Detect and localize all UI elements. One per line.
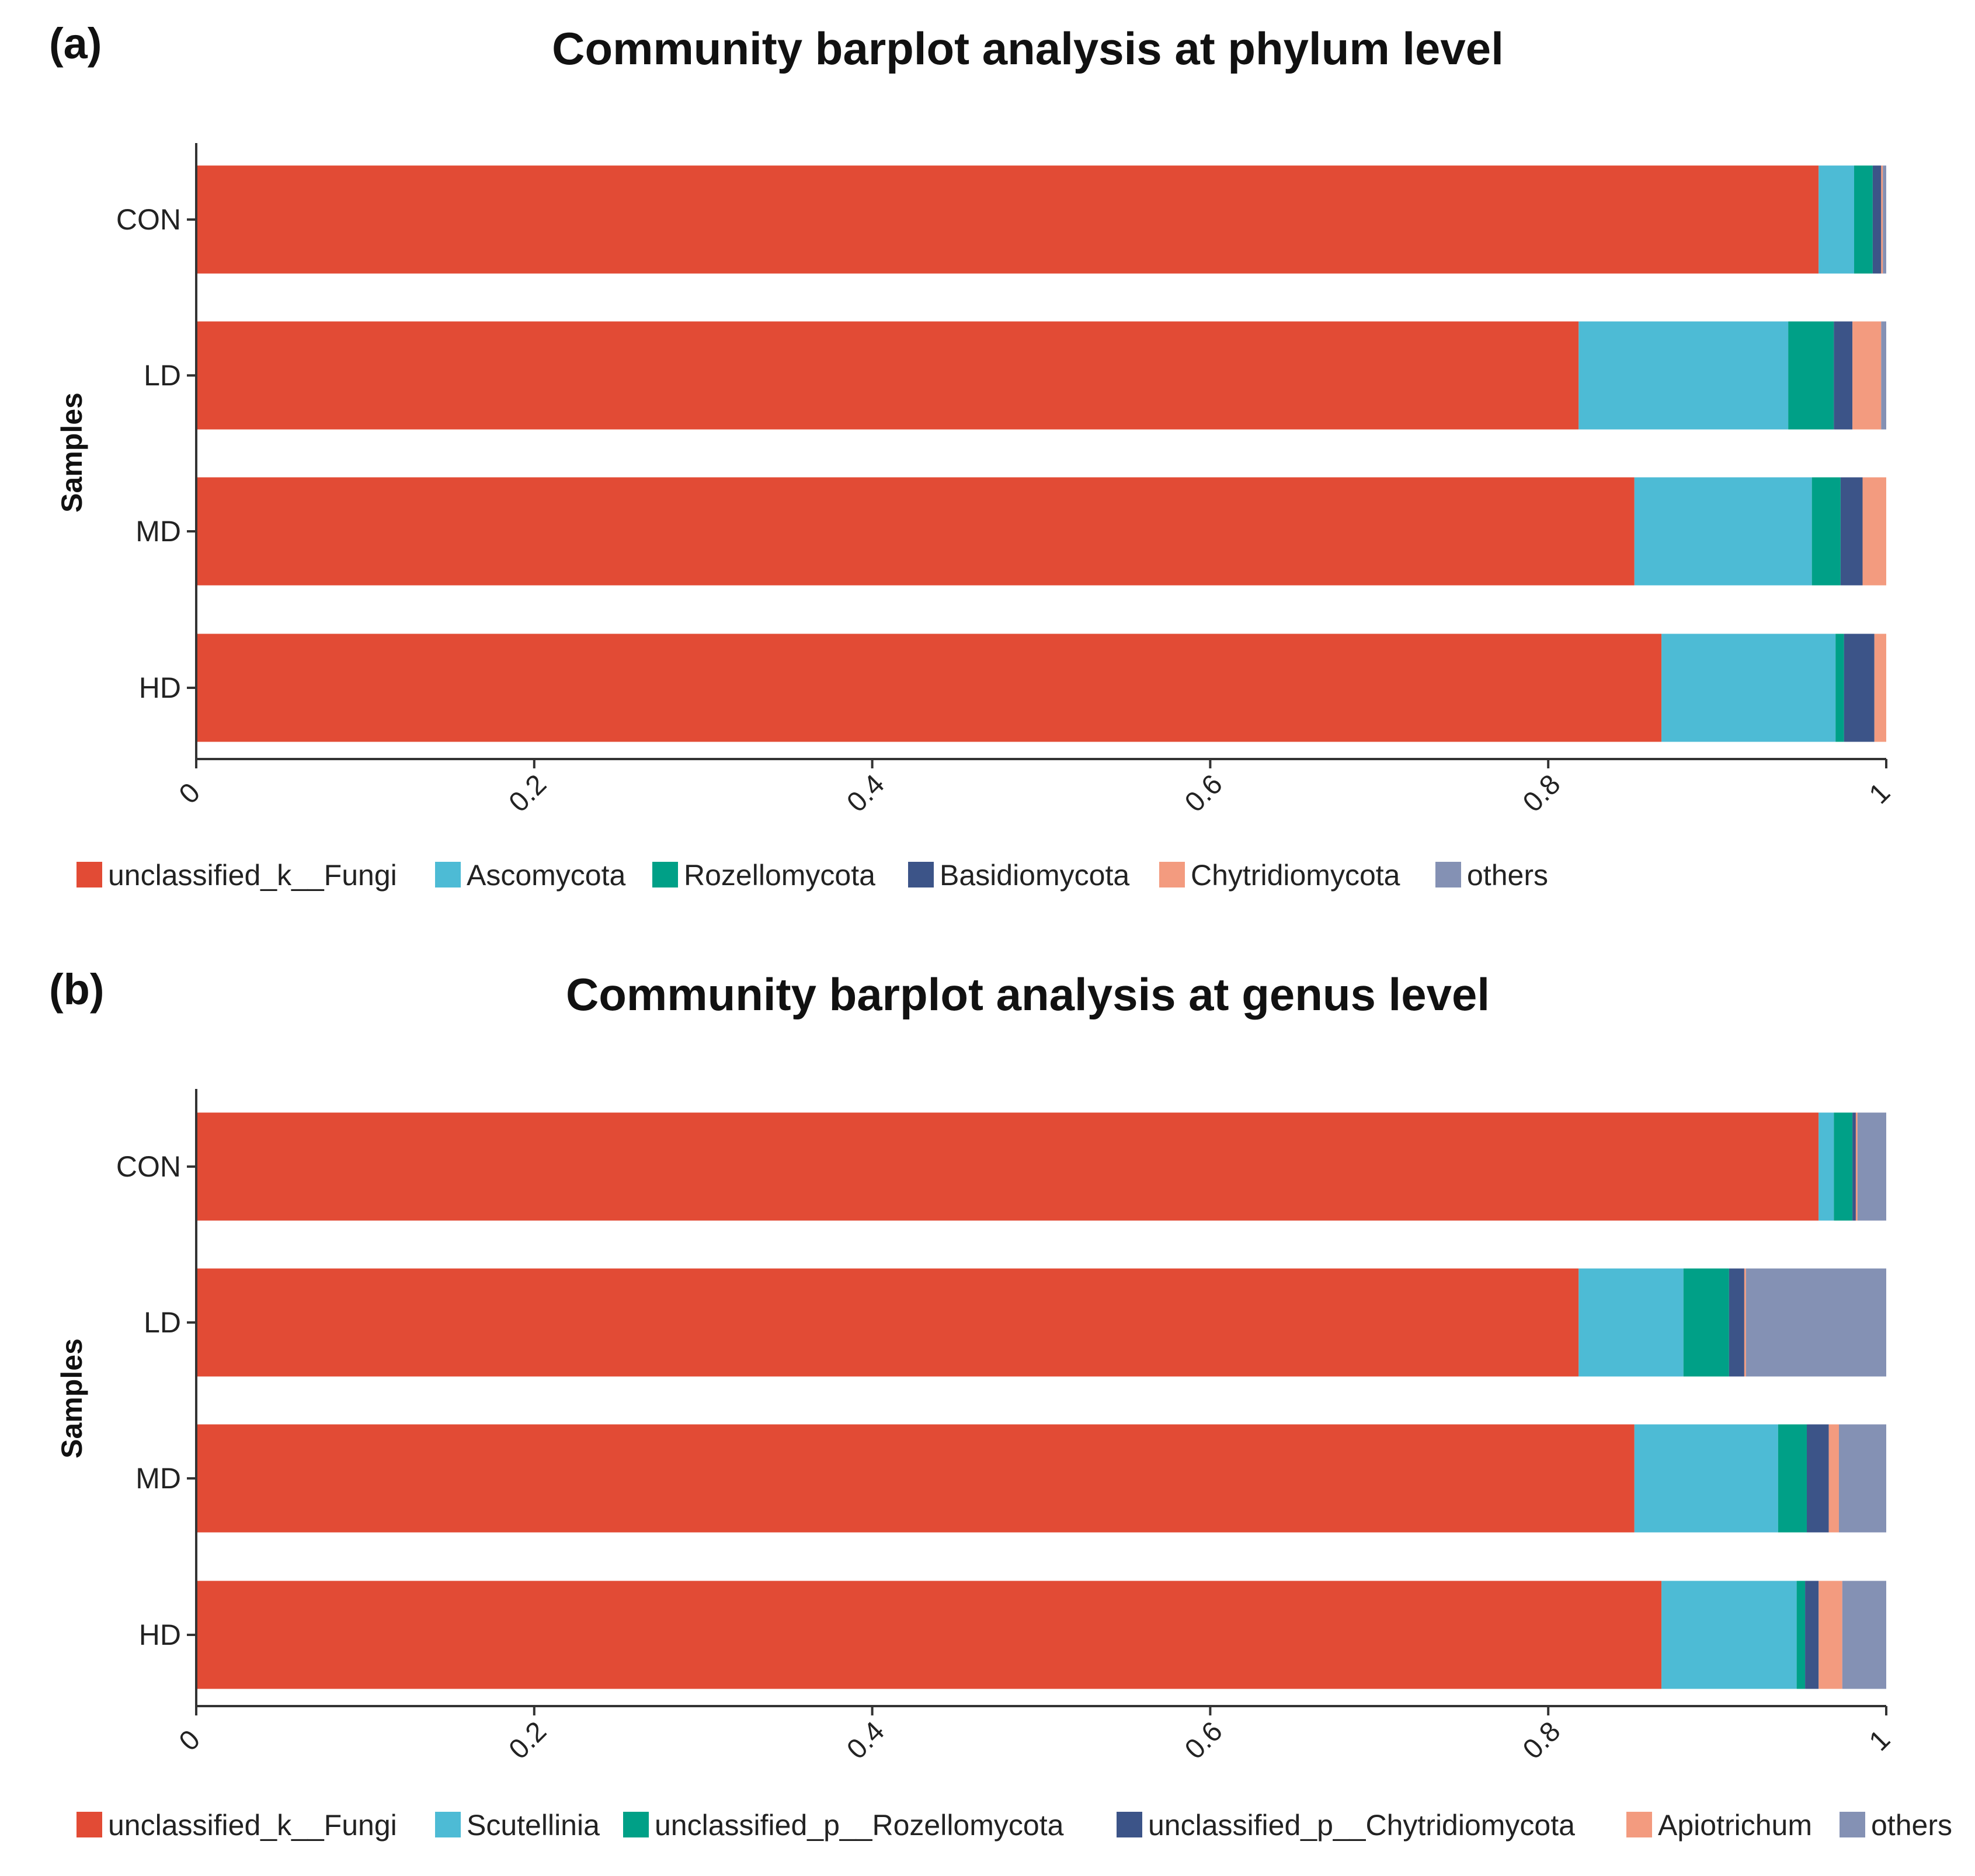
y-tick-label: HD (139, 671, 181, 704)
y-axis-title: Samples (55, 1338, 88, 1459)
legend-label: unclassified_k__Fungi (108, 859, 397, 892)
bar-segment-md-others (1838, 1424, 1886, 1533)
bar-segment-md-unclassified-k-fungi (196, 1424, 1635, 1533)
bar-segment-hd-others (1842, 1581, 1886, 1689)
legend-swatch (908, 862, 934, 887)
legend-swatch (652, 862, 678, 887)
bar-segment-ld-scutellinia (1578, 1268, 1684, 1377)
legend-label: others (1871, 1809, 1952, 1842)
legend-swatch (435, 1812, 461, 1837)
y-axis-title: Samples (55, 392, 88, 513)
bar-segment-md-ascomycota (1634, 477, 1812, 586)
legend-label: Ascomycota (467, 859, 626, 892)
y-tick-label: MD (135, 515, 181, 548)
bar-segment-md-unclassified-p-rozellomycota (1778, 1424, 1807, 1533)
x-tick-label: 0.6 (1179, 769, 1229, 819)
bar-segment-ld-unclassified-k-fungi (196, 1268, 1579, 1377)
x-tick-label: 0.4 (841, 769, 891, 819)
x-tick-label: 1 (1863, 1724, 1896, 1757)
legend-swatch (1435, 862, 1461, 887)
bar-segment-hd-unclassified-p-chytridiomycota (1805, 1581, 1819, 1689)
bar-segment-md-scutellinia (1634, 1424, 1778, 1533)
legend-label: Scutellinia (467, 1809, 600, 1842)
bar-segment-con-others (1883, 165, 1886, 274)
legend-swatch (435, 862, 461, 887)
bar-segment-hd-unclassified-k-fungi (196, 634, 1662, 742)
bar-segment-con-ascomycota (1818, 165, 1855, 274)
y-tick-label: LD (144, 359, 181, 392)
bar-segment-ld-unclassified-k-fungi (196, 321, 1579, 430)
legend-swatch (1117, 1812, 1142, 1837)
legend-label: others (1467, 859, 1548, 892)
bar-segment-ld-others (1881, 321, 1886, 430)
legend-swatch (1159, 862, 1185, 887)
y-tick-label: CON (116, 203, 181, 236)
x-tick-label: 0.6 (1179, 1716, 1229, 1766)
bar-segment-con-rozellomycota (1854, 165, 1873, 274)
chart-title: Community barplot analysis at genus leve… (566, 969, 1490, 1020)
y-tick-label: HD (139, 1619, 181, 1651)
bar-segment-con-unclassified-p-rozellomycota (1834, 1112, 1853, 1221)
bar-segment-ld-unclassified-p-rozellomycota (1683, 1268, 1729, 1377)
bar-segment-md-unclassified-k-fungi (196, 477, 1635, 586)
bar-segment-con-others (1857, 1112, 1886, 1221)
bar-segment-con-scutellinia (1818, 1112, 1834, 1221)
bar-segment-md-rozellomycota (1811, 477, 1841, 586)
bar-segment-ld-rozellomycota (1788, 321, 1834, 430)
bar-segment-con-chytridiomycota (1881, 165, 1883, 274)
chart-title: Community barplot analysis at phylum lev… (552, 23, 1504, 74)
legend-swatch (77, 1812, 102, 1837)
x-tick-label: 0.2 (503, 1716, 553, 1766)
bar-segment-ld-unclassified-p-chytridiomycota (1729, 1268, 1744, 1377)
bar-segment-hd-scutellinia (1661, 1581, 1797, 1689)
y-tick-label: MD (135, 1462, 181, 1495)
x-tick-label: 0 (173, 777, 206, 810)
bar-segment-hd-unclassified-k-fungi (196, 1581, 1662, 1689)
bar-segment-ld-ascomycota (1578, 321, 1789, 430)
legend-swatch (623, 1812, 649, 1837)
y-tick-label: LD (144, 1306, 181, 1339)
legend-label: Basidiomycota (940, 859, 1129, 892)
bar-segment-md-apiotrichum (1828, 1424, 1839, 1533)
x-tick-label: 0.8 (1517, 769, 1567, 819)
legend-label: unclassified_k__Fungi (108, 1809, 397, 1842)
x-tick-label: 0.2 (503, 769, 553, 819)
panel-label: (a) (49, 19, 102, 68)
x-tick-label: 1 (1863, 777, 1896, 810)
legend-label: Rozellomycota (684, 859, 875, 892)
bar-segment-con-apiotrichum (1855, 1112, 1858, 1221)
bar-segment-hd-unclassified-p-rozellomycota (1796, 1581, 1806, 1689)
bar-segment-hd-apiotrichum (1818, 1581, 1842, 1689)
x-tick-label: 0.8 (1517, 1716, 1567, 1766)
bar-segment-con-unclassified-k-fungi (196, 165, 1819, 274)
legend-label: Chytridiomycota (1191, 859, 1400, 892)
legend-label: unclassified_p__Chytridiomycota (1148, 1809, 1575, 1842)
bar-segment-con-unclassified-p-chytridiomycota (1852, 1112, 1856, 1221)
bar-segment-md-unclassified-p-chytridiomycota (1806, 1424, 1829, 1533)
bar-segment-md-chytridiomycota (1862, 477, 1886, 586)
legend-swatch (1840, 1812, 1865, 1837)
bar-segment-con-unclassified-k-fungi (196, 1112, 1819, 1221)
bar-segment-hd-chytridiomycota (1874, 634, 1886, 742)
bar-segment-hd-basidiomycota (1844, 634, 1875, 742)
bar-segment-md-basidiomycota (1840, 477, 1863, 586)
bar-segment-ld-apiotrichum (1744, 1268, 1746, 1377)
bar-segment-ld-chytridiomycota (1852, 321, 1882, 430)
y-tick-label: CON (116, 1150, 181, 1183)
legend-swatch (77, 862, 102, 887)
legend-label: Apiotrichum (1658, 1809, 1812, 1842)
bar-segment-hd-ascomycota (1661, 634, 1836, 742)
legend-swatch (1626, 1812, 1652, 1837)
panel-label: (b) (49, 965, 105, 1014)
bar-segment-hd-rozellomycota (1835, 634, 1844, 742)
x-tick-label: 0 (173, 1724, 206, 1757)
bar-segment-ld-basidiomycota (1834, 321, 1853, 430)
bar-segment-con-basidiomycota (1872, 165, 1882, 274)
legend-label: unclassified_p__Rozellomycota (655, 1809, 1064, 1842)
x-tick-label: 0.4 (841, 1716, 891, 1766)
bar-segment-ld-others (1745, 1268, 1886, 1377)
